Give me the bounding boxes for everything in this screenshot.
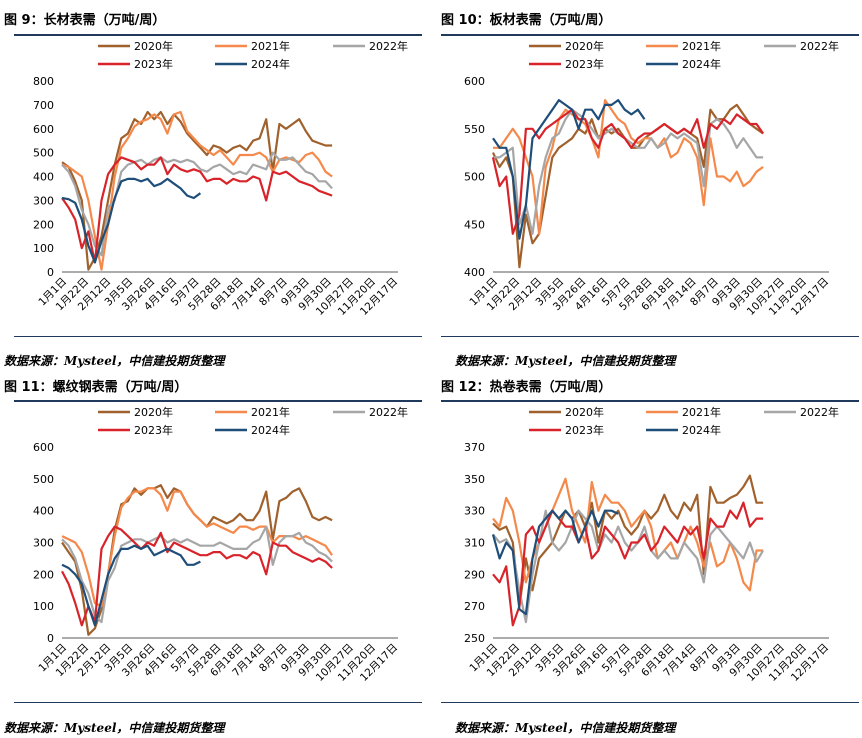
y-tick-label: 310 — [464, 537, 485, 550]
y-tick-label: 550 — [464, 123, 485, 136]
chart-title: 图 11：螺纹钢表需（万吨/周） — [4, 380, 188, 395]
legend-label: 2022年 — [369, 405, 408, 419]
y-tick-label: 0 — [47, 266, 54, 279]
chart-panel-fig9: 图 9：长材表需（万吨/周） 2020年 2021年 2022年 2023年 2024年… — [0, 0, 431, 369]
legend-label: 2023年 — [134, 57, 173, 71]
legend-label: 2021年 — [682, 405, 721, 419]
y-tick-label: 450 — [464, 218, 485, 231]
y-tick-label: 200 — [33, 568, 54, 581]
legend-label: 2020年 — [134, 405, 173, 419]
series-line — [61, 177, 202, 264]
bottom-rule — [441, 336, 859, 337]
chart-svg: 2020年 2021年 2022年 2023年 2024年 250 270 290 310 330… — [464, 405, 839, 684]
legend-label: 2022年 — [800, 405, 839, 419]
legend-label: 2022年 — [800, 39, 839, 53]
legend-label: 2022年 — [369, 39, 408, 53]
series-line — [493, 108, 764, 235]
chart-svg: 2020年 2021年 2022年 2023年 2024年 0 100 200 300 400 50… — [33, 39, 408, 318]
y-tick-label: 400 — [33, 505, 54, 518]
source-note: 数据来源：Mysteel，中信建投期货整理 — [4, 354, 225, 368]
y-tick-label: 250 — [464, 632, 485, 645]
y-tick-label: 290 — [464, 568, 485, 581]
series-line — [493, 98, 764, 235]
top-rule — [441, 400, 859, 402]
legend-label: 2020年 — [134, 39, 173, 53]
y-tick-label: 500 — [33, 147, 54, 160]
y-tick-label: 400 — [464, 266, 485, 279]
y-tick-label: 100 — [33, 600, 54, 613]
legend-label: 2024年 — [251, 423, 290, 437]
y-tick-label: 600 — [33, 123, 54, 136]
y-tick-label: 500 — [464, 171, 485, 184]
legend-label: 2023年 — [565, 423, 604, 437]
y-tick-label: 700 — [33, 99, 54, 112]
y-tick-label: 300 — [33, 194, 54, 207]
y-tick-label: 100 — [33, 242, 54, 255]
series-line — [492, 474, 764, 608]
y-tick-label: 0 — [47, 632, 54, 645]
chart-svg: 2020年 2021年 2022年 2023年 2024年 400 450 500 550 600… — [464, 39, 839, 318]
y-tick-label: 300 — [33, 537, 54, 550]
y-tick-label: 600 — [464, 75, 485, 88]
chart-svg: 2020年 2021年 2022年 2023年 2024年 0 100 200 300 400 50… — [33, 405, 408, 684]
legend-label: 2020年 — [565, 405, 604, 419]
series-line — [61, 525, 333, 627]
series-line — [61, 156, 333, 264]
y-tick-label: 600 — [33, 441, 54, 454]
y-tick-label: 370 — [464, 441, 485, 454]
legend-label: 2024年 — [682, 57, 721, 71]
legend-label: 2021年 — [251, 405, 290, 419]
top-rule — [14, 400, 422, 402]
series-line — [61, 110, 333, 271]
bottom-rule — [14, 336, 422, 337]
series-line — [61, 525, 333, 624]
source-note: 数据来源：Mysteel，中信建投期货整理 — [455, 721, 676, 735]
bottom-rule — [14, 702, 422, 703]
y-tick-label: 330 — [464, 505, 485, 518]
series-line — [491, 108, 765, 235]
legend-label: 2024年 — [682, 423, 721, 437]
chart-title: 图 12：热卷表需（万吨/周） — [441, 380, 612, 395]
y-tick-label: 270 — [464, 600, 485, 613]
y-tick-label: 400 — [33, 171, 54, 184]
y-tick-label: 500 — [33, 473, 54, 486]
legend-label: 2024年 — [251, 57, 290, 71]
chart-panel-fig12: 图 12：热卷表需（万吨/周） 2020年 2021年 2022年 2023年 2024… — [431, 369, 862, 738]
legend-label: 2021年 — [251, 39, 290, 53]
series-line — [61, 544, 201, 627]
chart-title: 图 9：长材表需（万吨/周） — [4, 13, 166, 28]
series-line — [61, 110, 333, 271]
series-line — [491, 509, 619, 616]
bottom-rule — [441, 702, 859, 703]
legend-label: 2023年 — [134, 423, 173, 437]
top-rule — [441, 34, 859, 36]
series-line — [492, 501, 764, 627]
legend-label: 2020年 — [565, 39, 604, 53]
y-tick-label: 350 — [464, 473, 485, 486]
legend-label: 2021年 — [682, 39, 721, 53]
series-line — [61, 151, 333, 257]
y-tick-label: 200 — [33, 218, 54, 231]
source-note: 数据来源：Mysteel，中信建投期货整理 — [4, 721, 225, 735]
chart-panel-fig10: 图 10：板材表需（万吨/周） 2020年 2021年 2022年 2023年 2024… — [431, 0, 862, 369]
top-rule — [14, 34, 422, 36]
series-line — [492, 98, 646, 240]
chart-title: 图 10：板材表需（万吨/周） — [441, 13, 612, 28]
series-line — [492, 509, 765, 624]
chart-panel-fig11: 图 11：螺纹钢表需（万吨/周） 2020年 2021年 2022年 2023年 202… — [0, 369, 431, 738]
legend-label: 2023年 — [565, 57, 604, 71]
source-note: 数据来源：Mysteel，中信建投期货整理 — [455, 354, 676, 368]
y-tick-label: 800 — [33, 75, 54, 88]
